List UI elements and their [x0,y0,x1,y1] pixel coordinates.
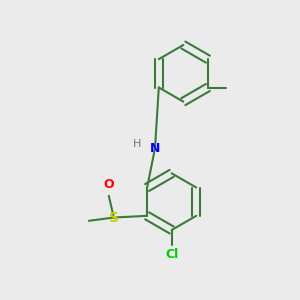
Text: Cl: Cl [165,248,178,261]
Text: N: N [150,142,160,155]
Text: S: S [109,211,119,224]
Text: O: O [103,178,114,191]
Text: H: H [133,139,141,149]
